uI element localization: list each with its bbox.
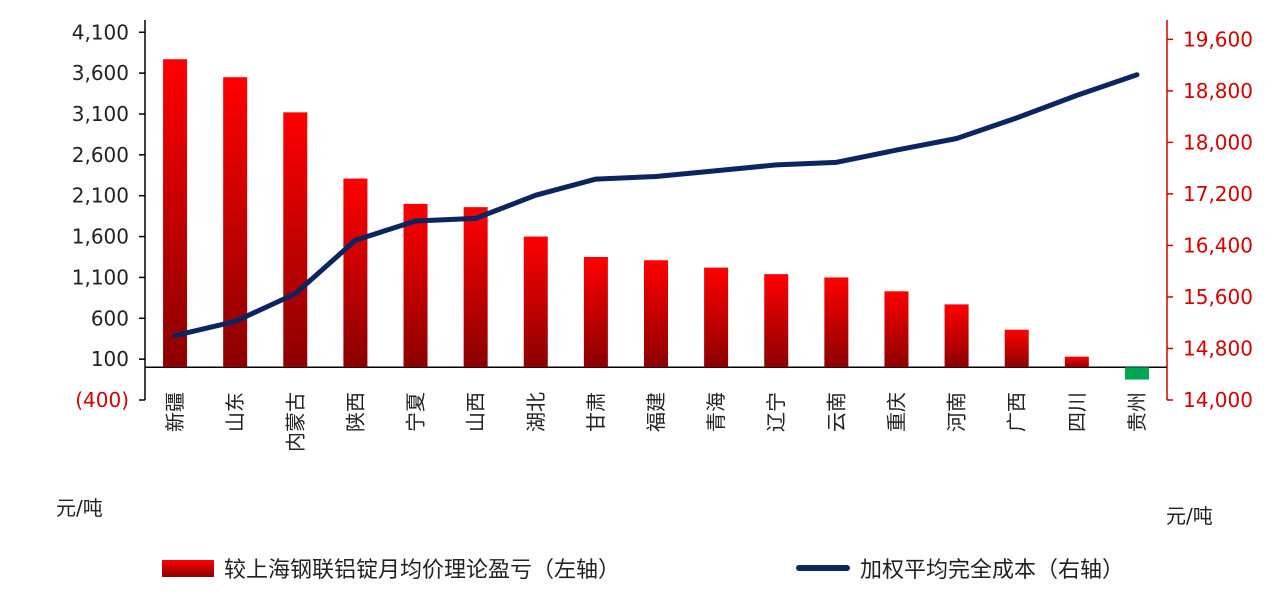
bar <box>1004 329 1029 368</box>
cost-line-point <box>353 238 357 242</box>
cost-line-point <box>955 137 959 141</box>
category-label: 内蒙古 <box>283 392 307 452</box>
left-tick-label: 4,100 <box>72 20 129 44</box>
bar <box>283 112 308 368</box>
category-label: 贵州 <box>1125 392 1149 432</box>
left-tick-label: (400) <box>75 388 129 412</box>
bar <box>884 291 909 368</box>
legend-line-swatch <box>796 565 850 571</box>
right-tick-label: 19,600 <box>1183 27 1253 51</box>
category-label: 陕西 <box>343 392 367 432</box>
cost-line-point <box>293 292 297 296</box>
bar <box>403 203 428 368</box>
cost-line-point <box>1075 93 1079 97</box>
category-label: 河南 <box>945 392 969 432</box>
bar <box>523 236 548 368</box>
cost-line-point <box>714 169 718 173</box>
cost-line-point <box>534 193 538 197</box>
category-label: 辽宁 <box>764 392 788 432</box>
left-axis-unit: 元/吨 <box>56 496 103 520</box>
category-label: 福建 <box>644 392 668 432</box>
left-tick-label: 3,600 <box>72 61 129 85</box>
category-label: 山西 <box>464 392 488 432</box>
cost-line-point <box>654 175 658 179</box>
cost-line-point <box>414 219 418 223</box>
legend-bar-swatch <box>162 559 214 577</box>
bar <box>343 178 368 368</box>
category-label: 重庆 <box>884 392 908 432</box>
category-label: 宁夏 <box>404 392 428 432</box>
bar <box>463 207 488 368</box>
right-axis-unit: 元/吨 <box>1166 504 1213 528</box>
right-tick-label: 18,000 <box>1183 130 1253 154</box>
bar <box>944 304 969 368</box>
cost-line-point <box>894 148 898 152</box>
legend-line-item: 加权平均完全成本（右轴） <box>796 552 1124 584</box>
left-tick-label: 1,100 <box>72 265 129 289</box>
category-label: 云南 <box>824 392 848 432</box>
left-tick-label: 2,100 <box>72 184 129 208</box>
right-tick-label: 18,800 <box>1183 79 1253 103</box>
right-tick-label: 17,200 <box>1183 182 1253 206</box>
bar <box>704 267 729 368</box>
category-label: 山东 <box>223 392 247 432</box>
cost-line-point <box>774 163 778 167</box>
bar <box>1124 367 1149 380</box>
category-label: 甘肃 <box>584 392 608 432</box>
legend-line-label: 加权平均完全成本（右轴） <box>860 558 1125 583</box>
right-tick-label: 14,000 <box>1183 388 1253 412</box>
bar <box>1064 356 1089 368</box>
right-tick-label: 15,600 <box>1183 285 1253 309</box>
category-label: 四川 <box>1065 392 1089 432</box>
legend-bar-item: 较上海钢联铝锭月均价理论盈亏（左轴） <box>162 552 620 584</box>
left-tick-label: 2,600 <box>72 143 129 167</box>
right-tick-label: 14,800 <box>1183 336 1253 360</box>
bar <box>764 274 789 368</box>
left-tick-label: 100 <box>91 347 129 371</box>
left-tick-label: 1,600 <box>72 225 129 249</box>
bar <box>644 260 668 368</box>
cost-line-point <box>1015 116 1019 120</box>
category-label: 青海 <box>704 392 728 432</box>
bar <box>583 256 608 368</box>
cost-line-point <box>594 177 598 181</box>
cost-line-point <box>233 319 237 323</box>
cost-line-point <box>173 334 177 338</box>
left-tick-label: 3,100 <box>72 102 129 126</box>
category-label: 新疆 <box>163 392 187 432</box>
category-label: 湖北 <box>524 392 548 432</box>
right-tick-label: 16,400 <box>1183 233 1253 257</box>
cost-line-point <box>1135 73 1139 77</box>
cost-line-point <box>474 216 478 220</box>
bar <box>163 59 188 368</box>
legend-bar-label: 较上海钢联铝锭月均价理论盈亏（左轴） <box>224 558 621 583</box>
bar <box>824 277 849 368</box>
cost-line-point <box>834 160 838 164</box>
left-tick-label: 600 <box>91 306 129 330</box>
category-label: 广西 <box>1005 392 1029 432</box>
